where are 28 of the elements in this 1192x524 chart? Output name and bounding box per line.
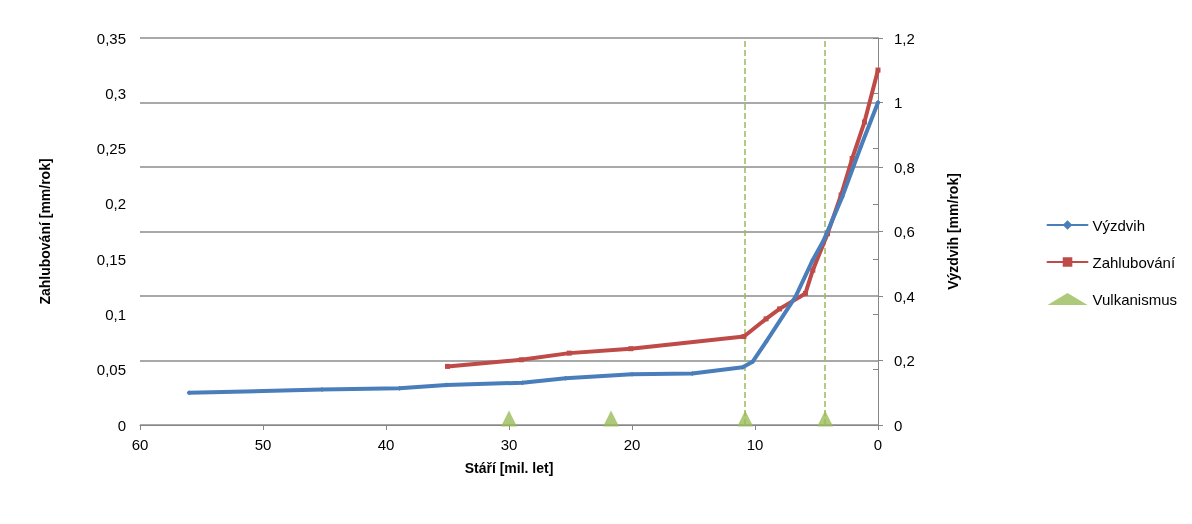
x-tick-label: 50 bbox=[254, 436, 272, 453]
x-tick-label: 60 bbox=[131, 436, 149, 453]
x-tick-label: 0 bbox=[873, 436, 883, 453]
y-tick-label: 0,05 bbox=[96, 361, 126, 379]
legend-label: Výzdvih bbox=[1092, 216, 1146, 234]
x-tick-label: 30 bbox=[500, 436, 518, 453]
legend-label: Vulkanismus bbox=[1092, 290, 1178, 308]
legend-label: Zahlubování bbox=[1092, 253, 1176, 271]
y-tick-label: 0 bbox=[117, 416, 126, 434]
y2-tick-label: 0,2 bbox=[894, 352, 915, 369]
x-tick-label: 20 bbox=[623, 436, 641, 453]
x-tick-label: 40 bbox=[377, 436, 395, 453]
x-tick-label: 10 bbox=[746, 436, 764, 453]
y-tick-label: 0,1 bbox=[105, 305, 126, 323]
y2-tick-label: 1 bbox=[894, 94, 903, 111]
y-tick-label: 0,35 bbox=[96, 29, 126, 47]
y2-tick-label: 0,4 bbox=[894, 287, 915, 305]
y2-tick-label: 0,8 bbox=[894, 158, 915, 176]
y-tick-label: 0,25 bbox=[96, 140, 126, 158]
y-tick-label: 0,15 bbox=[96, 250, 126, 268]
y2-axis-title: Výzdvih [mm/rok] bbox=[945, 173, 961, 290]
y2-tick-label: 0 bbox=[894, 416, 903, 434]
y2-tick-label: 0,6 bbox=[894, 223, 915, 240]
y-tick-label: 0,2 bbox=[105, 195, 126, 213]
x-axis-title: Stáří [mil. let] bbox=[464, 460, 554, 476]
y-axis-title: Zahlubování [mm/rok] bbox=[37, 158, 53, 305]
y-tick-label: 0,3 bbox=[105, 84, 126, 102]
y2-tick-label: 1,2 bbox=[894, 29, 915, 47]
